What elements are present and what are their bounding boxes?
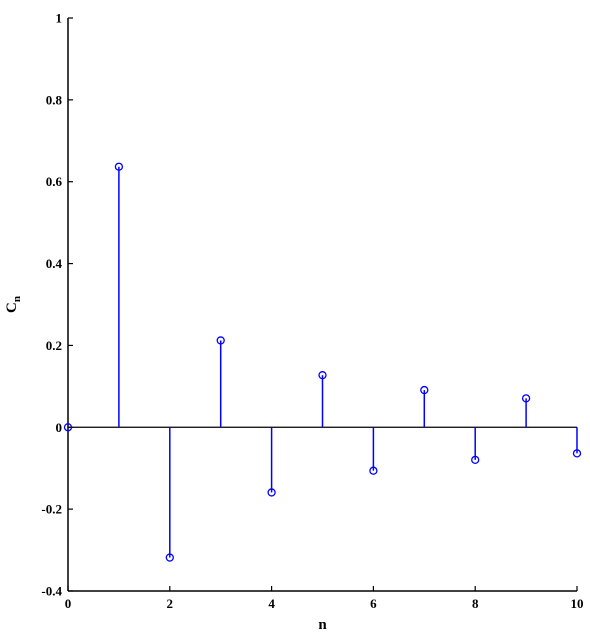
y-axis-label-sub: n bbox=[11, 296, 23, 302]
y-axis-label: Cn bbox=[4, 296, 23, 313]
stem-marker bbox=[369, 466, 378, 475]
x-tick-label: 4 bbox=[268, 596, 275, 611]
axes bbox=[67, 18, 577, 592]
y-ticks: -0.4 -0.2 0 0.2 0.4 0.6 0.8 1 bbox=[41, 11, 73, 599]
y-tick-label: 1 bbox=[56, 11, 63, 26]
y-tick-label: -0.4 bbox=[41, 584, 62, 599]
x-ticks: 0 2 4 6 8 10 bbox=[65, 586, 584, 611]
y-axis-label-main: C bbox=[4, 302, 20, 313]
x-tick-label: 6 bbox=[370, 596, 377, 611]
y-tick-label: 0.2 bbox=[46, 338, 62, 353]
stem-marker bbox=[165, 553, 174, 562]
stem-marker bbox=[114, 162, 124, 171]
x-tick-label: 10 bbox=[571, 596, 584, 611]
stem-marker bbox=[420, 385, 429, 395]
stem-marker bbox=[318, 371, 327, 380]
y-tick-label: 0 bbox=[56, 420, 63, 435]
y-tick-label: -0.2 bbox=[41, 502, 62, 517]
x-axis-label: n bbox=[318, 617, 327, 633]
stem-marker bbox=[267, 488, 276, 497]
y-tick-label: 0.8 bbox=[46, 92, 63, 107]
x-tick-label: 0 bbox=[65, 596, 72, 611]
x-tick-label: 8 bbox=[472, 596, 479, 611]
stem-marker bbox=[572, 449, 582, 458]
x-tick-label: 2 bbox=[167, 596, 174, 611]
stem-marker bbox=[216, 336, 225, 345]
y-tick-label: 0.4 bbox=[46, 256, 63, 271]
stem-marker bbox=[471, 455, 480, 465]
stems bbox=[63, 162, 582, 562]
stem-marker bbox=[63, 423, 73, 432]
y-tick-label: 0.6 bbox=[46, 174, 63, 189]
stem-marker bbox=[521, 394, 531, 403]
